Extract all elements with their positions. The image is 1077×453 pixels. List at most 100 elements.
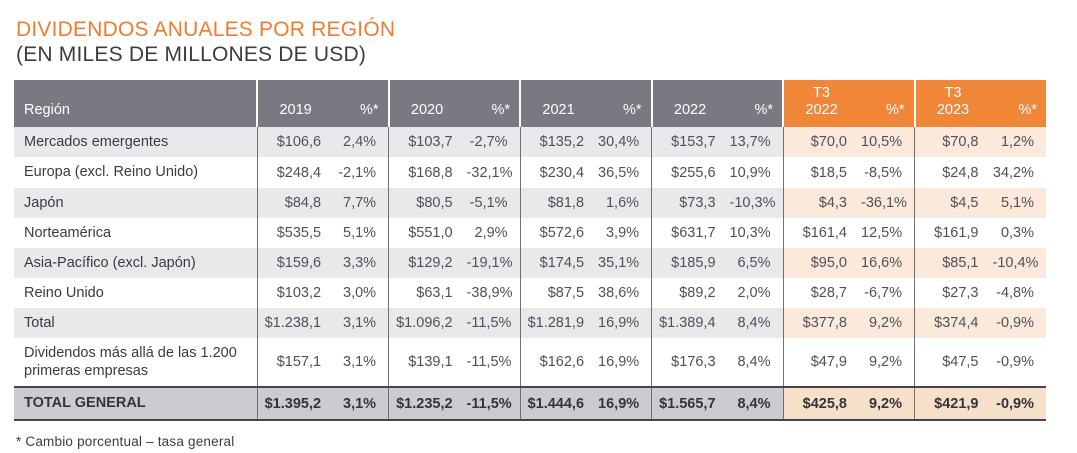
- column-header-year: 2019: [256, 80, 334, 128]
- value-cell: $63,1: [388, 277, 465, 309]
- column-header-pct: %*: [596, 80, 652, 128]
- column-header-pct: %*: [464, 80, 521, 128]
- value-cell: $230,4: [519, 157, 597, 188]
- table-row: Japón $84,8 7,7% $80,5 -5,1% $81,8 1,6% $73,3 -1…: [14, 187, 1046, 218]
- pct-cell: 3,0%: [343, 285, 377, 302]
- pct-cell: 7,7%: [333, 187, 389, 218]
- pct-cell: 2,9%: [474, 224, 508, 241]
- table-row: Total $1.238,1 3,1% $1.096,2 -11,5% $1.281,9 1…: [14, 308, 1046, 339]
- value-cell: $255,6: [651, 157, 728, 188]
- pct-cell: -32,1%: [466, 164, 513, 181]
- value-cell: $1.565,7: [651, 386, 728, 421]
- column-header-year: 2020: [387, 80, 465, 128]
- year-header-line2: 2023: [936, 101, 970, 118]
- pct-cell: 9,2%: [868, 354, 903, 371]
- value-cell: $248,4: [256, 157, 334, 188]
- table-row: Reino Unido $103,2 3,0% $63,1 -38,9% $87,5 38,…: [14, 277, 1046, 309]
- pct-cell: 16,6%: [859, 247, 915, 278]
- pct-cell: -2,1%: [338, 164, 377, 181]
- value-cell: $28,7: [782, 277, 859, 309]
- value-cell: $1.444,6: [519, 386, 597, 421]
- value-cell: $73,3: [651, 187, 728, 218]
- value-cell: $161,4: [782, 217, 859, 248]
- value-cell: $162,6: [519, 338, 597, 388]
- pct-cell: 10,9%: [729, 164, 771, 181]
- value-cell: $377,8: [782, 308, 859, 339]
- pct-cell: -4,8%: [996, 285, 1034, 302]
- value-cell: $87,5: [519, 277, 597, 309]
- pct-cell: -19,1%: [464, 247, 521, 278]
- value-cell: $425,8: [782, 386, 859, 421]
- table-row: Dividendos más allá de las 1.200 primera…: [14, 338, 1046, 388]
- pct-cell: -0,9%: [996, 354, 1034, 371]
- pct-cell: 2,0%: [737, 285, 771, 302]
- pct-cell: -38,9%: [466, 285, 513, 302]
- pct-cell: 16,9%: [596, 386, 652, 421]
- value-cell: $106,6: [256, 127, 334, 158]
- pct-cell: 1,2%: [990, 127, 1046, 158]
- value-cell: $631,7: [651, 217, 728, 248]
- table-body: Mercados emergentes $106,6 2,4% $103,7 -2,7%…: [14, 127, 1046, 421]
- page-title: DIVIDENDOS ANUALES POR REGIÓN: [16, 18, 396, 41]
- column-header-pct: %*: [333, 80, 389, 128]
- value-cell: $84,8: [256, 187, 334, 218]
- pct-cell: 5,1%: [343, 224, 377, 241]
- region-cell: Total: [14, 308, 258, 339]
- pct-cell: -10,4%: [990, 247, 1046, 278]
- pct-cell: -36,1%: [859, 187, 915, 218]
- region-cell: Dividendos más allá de las 1.200 primera…: [24, 345, 237, 380]
- region-cell: Europa (excl. Reino Unido): [24, 164, 199, 181]
- page-subtitle: (EN MILES DE MILLONES DE USD): [16, 43, 367, 66]
- pct-cell: 6,5%: [727, 247, 784, 278]
- value-cell: $572,6: [519, 217, 597, 248]
- pct-cell: 2,4%: [333, 127, 389, 158]
- value-cell: $27,3: [914, 277, 991, 309]
- value-cell: $139,1: [388, 338, 465, 388]
- value-cell: $70,0: [782, 127, 859, 158]
- pct-cell: -11,5%: [466, 354, 512, 371]
- region-cell: Asia-Pacífico (excl. Japón): [14, 247, 258, 278]
- value-cell: $81,8: [519, 187, 597, 218]
- value-cell: $103,7: [388, 127, 465, 158]
- pct-cell: 5,1%: [990, 187, 1046, 218]
- pct-cell: 9,2%: [859, 308, 915, 339]
- pct-cell: 36,5%: [598, 164, 640, 181]
- value-cell: $1.395,2: [256, 386, 334, 421]
- pct-cell: -11,5%: [464, 386, 521, 421]
- value-cell: $135,2: [519, 127, 597, 158]
- table-row: Norteamérica $535,5 5,1% $551,0 2,9% $572,6 3,…: [14, 217, 1046, 248]
- value-cell: $174,5: [519, 247, 597, 278]
- column-header-region: Región: [14, 80, 258, 128]
- value-cell: $374,4: [914, 308, 991, 339]
- pct-cell: -8,5%: [864, 164, 903, 181]
- column-header-pct: %*: [727, 80, 784, 128]
- region-cell: TOTAL GENERAL: [14, 386, 258, 421]
- value-cell: $161,9: [914, 217, 991, 248]
- pct-cell: 8,4%: [727, 308, 784, 339]
- pct-cell: 3,3%: [333, 247, 389, 278]
- value-cell: $185,9: [651, 247, 728, 278]
- pct-cell: 30,4%: [596, 127, 652, 158]
- footnote: * Cambio porcentual – tasa general: [16, 433, 235, 449]
- value-cell: $551,0: [388, 217, 465, 248]
- value-cell: $89,2: [651, 277, 728, 309]
- value-cell: $535,5: [256, 217, 334, 248]
- pct-cell: 1,6%: [596, 187, 652, 218]
- table-row: Asia-Pacífico (excl. Japón) $159,6 3,3% $12…: [14, 247, 1046, 278]
- value-cell: $1.096,2: [388, 308, 465, 339]
- value-cell: $157,1: [256, 338, 334, 388]
- table-header: Región 2019 %* 2020 %* 2021 %* 2022 %* T3 2022 %* T3…: [14, 80, 1046, 128]
- value-cell: $47,9: [782, 338, 859, 388]
- value-cell: $103,2: [256, 277, 334, 309]
- pct-cell: 8,4%: [727, 386, 784, 421]
- value-cell: $1.281,9: [519, 308, 597, 339]
- year-header-line2: 2022: [805, 101, 838, 118]
- region-cell: Norteamérica: [24, 224, 112, 241]
- pct-cell: 3,1%: [343, 354, 377, 371]
- year-header-line1: T3: [944, 85, 962, 101]
- column-header-pct: %*: [859, 80, 915, 128]
- column-header-year: T3 2022: [782, 80, 859, 128]
- table-row: Europa (excl. Reino Unido) $248,4 -2,1% $16…: [14, 157, 1046, 188]
- pct-cell: -0,9%: [990, 386, 1046, 421]
- pct-cell: 35,1%: [596, 247, 652, 278]
